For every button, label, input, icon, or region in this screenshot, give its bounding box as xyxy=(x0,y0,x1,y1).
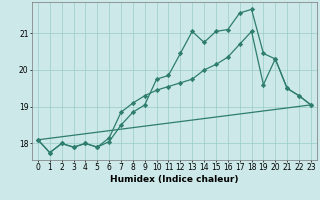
X-axis label: Humidex (Indice chaleur): Humidex (Indice chaleur) xyxy=(110,175,239,184)
